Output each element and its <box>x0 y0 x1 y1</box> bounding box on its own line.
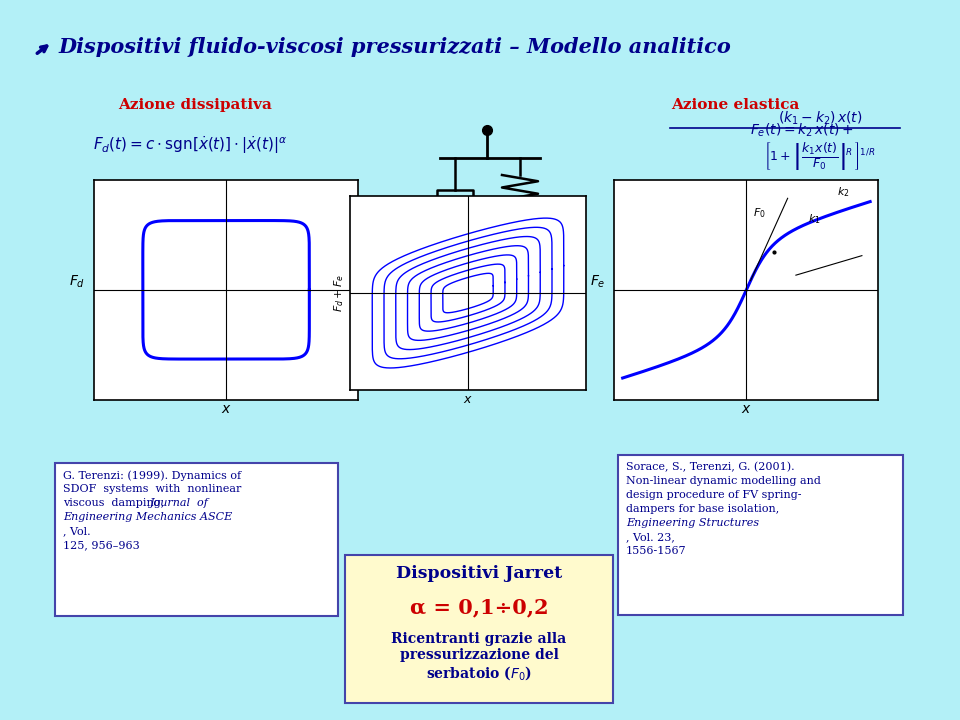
Y-axis label: $F_d$: $F_d$ <box>69 274 85 289</box>
X-axis label: $x$: $x$ <box>463 393 473 406</box>
Text: viscous  damping,: viscous damping, <box>63 498 171 508</box>
Text: 1556-1567: 1556-1567 <box>626 546 686 556</box>
Text: $(k_1 - k_2)\, x(t)$: $(k_1 - k_2)\, x(t)$ <box>778 109 862 127</box>
Text: Azione elastica: Azione elastica <box>671 98 799 112</box>
Bar <box>618 455 903 615</box>
Text: Journal  of: Journal of <box>150 498 209 508</box>
Text: $k_1$: $k_1$ <box>808 212 821 227</box>
Text: Ricentranti grazie alla: Ricentranti grazie alla <box>392 632 566 646</box>
Text: $F_e(t) = k_2\, x(t) +$: $F_e(t) = k_2\, x(t) +$ <box>750 121 853 139</box>
Text: serbatoio ($F_0$): serbatoio ($F_0$) <box>426 664 532 682</box>
Text: SDOF  systems  with  nonlinear: SDOF systems with nonlinear <box>63 484 241 494</box>
Bar <box>345 555 613 703</box>
Text: α = 0,1÷0,2: α = 0,1÷0,2 <box>410 597 548 617</box>
Text: $k_2$: $k_2$ <box>837 185 850 199</box>
X-axis label: $x$: $x$ <box>221 402 231 416</box>
Text: , Vol. 23,: , Vol. 23, <box>626 532 675 542</box>
Text: $F(t) = F_d(t) + F_e(t)$: $F(t) = F_d(t) + F_e(t)$ <box>415 310 559 330</box>
Bar <box>55 463 338 616</box>
Text: Engineering Mechanics ASCE: Engineering Mechanics ASCE <box>63 512 232 522</box>
Text: Azione dissipativa: Azione dissipativa <box>118 98 272 112</box>
Text: 125, 956–963: 125, 956–963 <box>63 540 140 550</box>
Text: Dispositivi fluido-viscosi pressurizzati – Modello analitico: Dispositivi fluido-viscosi pressurizzati… <box>58 37 731 57</box>
Text: design procedure of FV spring-: design procedure of FV spring- <box>626 490 802 500</box>
Text: , Vol.: , Vol. <box>63 526 90 536</box>
Text: pressurizzazione del: pressurizzazione del <box>399 648 559 662</box>
Text: G. Terenzi: (1999). Dynamics of: G. Terenzi: (1999). Dynamics of <box>63 470 241 480</box>
Y-axis label: $F_d + F_e$: $F_d + F_e$ <box>332 274 347 312</box>
Text: Dispositivi Jarret: Dispositivi Jarret <box>396 565 563 582</box>
Text: Non-linear dynamic modelling and: Non-linear dynamic modelling and <box>626 476 821 486</box>
Text: $F_d(t) = c \cdot \mathrm{sgn}[\dot{x}(t)] \cdot |\dot{x}(t)|^{\alpha}$: $F_d(t) = c \cdot \mathrm{sgn}[\dot{x}(t… <box>92 134 287 156</box>
Text: $\left[1 + \left|\dfrac{k_1 x(t)}{F_0}\right|^{\!R}\,\right]^{1/R}$: $\left[1 + \left|\dfrac{k_1 x(t)}{F_0}\r… <box>764 140 876 172</box>
X-axis label: $x$: $x$ <box>741 402 752 416</box>
Text: Sorace, S., Terenzi, G. (2001).: Sorace, S., Terenzi, G. (2001). <box>626 462 795 472</box>
Text: Engineering Structures: Engineering Structures <box>626 518 759 528</box>
Y-axis label: $F_e$: $F_e$ <box>590 274 606 289</box>
Text: $F_0$: $F_0$ <box>753 207 766 220</box>
Text: dampers for base isolation,: dampers for base isolation, <box>626 504 780 514</box>
